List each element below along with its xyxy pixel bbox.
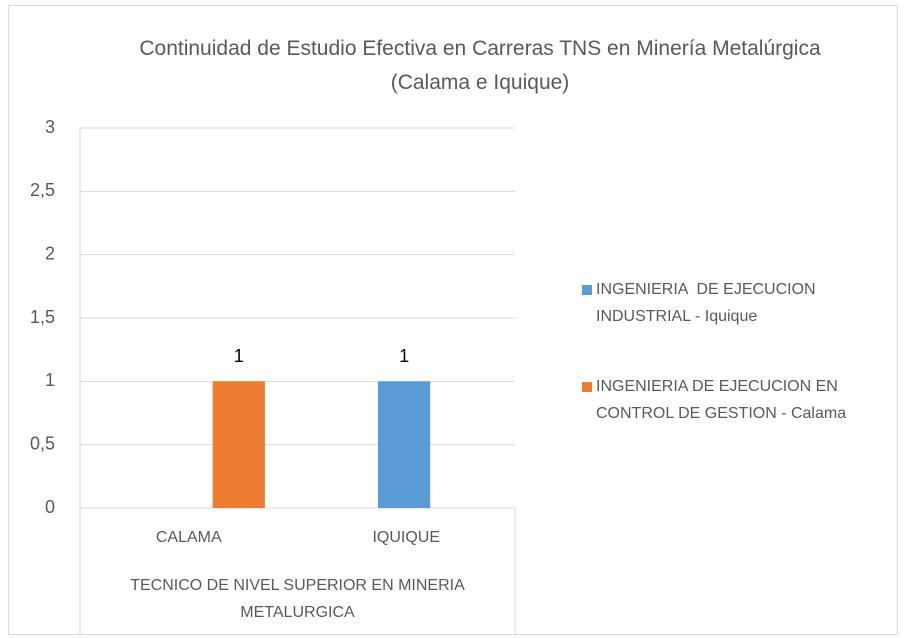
y-tick-label: 3 <box>45 117 55 137</box>
y-tick-label: 2 <box>45 243 55 263</box>
legend-swatch <box>582 285 592 295</box>
legend-entry: INGENIERIA DE EJECUCION INDUSTRIAL - Iqu… <box>582 276 896 330</box>
legend-entry: INGENIERIA DE EJECUCION EN CONTROL DE GE… <box>582 373 896 427</box>
data-label: 1 <box>399 346 409 366</box>
y-tick-label: 0 <box>45 497 55 517</box>
y-tick-label: 1,5 <box>30 307 55 327</box>
x-group-label: TECNICO DE NIVEL SUPERIOR EN MINERIA MET… <box>130 577 465 621</box>
data-label: 1 <box>234 346 244 366</box>
chart-title: Continuidad de Estudio Efectiva en Carre… <box>139 37 821 94</box>
legend-label: INGENIERIA DE EJECUCION INDUSTRIAL - Iqu… <box>596 281 821 325</box>
x-tick-label: IQUIQUE <box>372 529 440 546</box>
y-tick-label: 2,5 <box>30 180 55 200</box>
legend-label: INGENIERIA DE EJECUCION EN CONTROL DE GE… <box>596 378 847 422</box>
bar <box>212 381 265 508</box>
bar <box>377 381 431 508</box>
chart-frame <box>8 5 898 635</box>
y-tick-label: 1 <box>45 370 55 390</box>
y-tick-label: 0,5 <box>30 433 55 453</box>
legend-swatch <box>582 382 592 392</box>
x-tick-label: CALAMA <box>156 529 222 546</box>
